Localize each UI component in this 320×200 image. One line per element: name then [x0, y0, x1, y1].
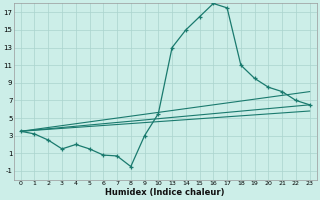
X-axis label: Humidex (Indice chaleur): Humidex (Indice chaleur)	[106, 188, 225, 197]
